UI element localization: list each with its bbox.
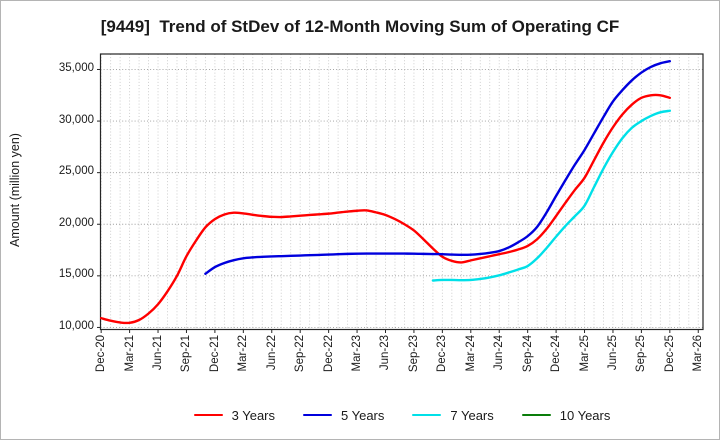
x-tick-label: Jun-24	[493, 335, 506, 371]
legend-line-swatch	[521, 413, 551, 417]
series-line-7-years	[431, 109, 672, 282]
legend-item-10-years: 10 Years	[521, 407, 611, 423]
x-tick-label: Jun-21	[152, 335, 165, 371]
x-tick-label: Mar-25	[578, 335, 591, 372]
legend-label: 3 Years	[231, 407, 275, 423]
legend-item-3-years: 3 Years	[193, 407, 275, 423]
x-tick-label: Mar-24	[464, 335, 477, 372]
legend-label: 5 Years	[341, 407, 385, 423]
x-tick-label: Sep-22	[294, 335, 307, 373]
y-tick-label: 30,000	[58, 113, 94, 126]
legend: 3 Years 5 Years 7 Years 10 Years	[100, 404, 704, 426]
legend-line-swatch	[412, 413, 442, 417]
x-tick-label: Dec-20	[95, 335, 108, 373]
plot-border	[99, 53, 704, 331]
x-tick-label: Dec-24	[550, 335, 563, 373]
legend-line-swatch	[303, 413, 332, 417]
series-line-5-years	[204, 60, 672, 275]
series-line-3-years	[99, 93, 672, 325]
y-tick-label: 20,000	[58, 216, 94, 229]
y-tick-label: 35,000	[58, 61, 94, 74]
x-tick-label: Mar-23	[351, 335, 364, 372]
y-tick-label: 10,000	[58, 319, 94, 332]
x-tick-label: Dec-23	[436, 335, 449, 373]
legend-label: 7 Years	[450, 407, 494, 423]
x-tick-label: Dec-22	[322, 335, 335, 373]
x-tick-label: Jun-23	[379, 335, 392, 371]
x-tick-label: Sep-21	[180, 335, 193, 373]
legend-label: 10 Years	[559, 407, 611, 423]
x-tick-label: Dec-21	[208, 335, 221, 373]
legend-item-5-years: 5 Years	[303, 408, 384, 423]
legend-line-swatch	[193, 413, 223, 417]
x-tick-label: Jun-22	[265, 335, 278, 371]
y-tick-label: 15,000	[58, 268, 94, 281]
x-tick-label: Mar-26	[692, 335, 705, 372]
x-tick-label: Sep-24	[521, 335, 534, 373]
x-tick-label: Mar-22	[237, 335, 250, 372]
chart-title: [9449] Trend of StDev of 12-Month Moving…	[100, 17, 620, 36]
legend-item-7-years: 7 Years	[412, 407, 494, 423]
x-tick-label: Sep-23	[407, 335, 420, 373]
y-tick-label: 25,000	[58, 165, 94, 178]
x-tick-label: Mar-21	[123, 335, 136, 372]
x-tick-label: Jun-25	[606, 335, 619, 371]
x-tick-label: Sep-25	[635, 335, 648, 373]
x-tick-label: Dec-25	[663, 335, 676, 373]
